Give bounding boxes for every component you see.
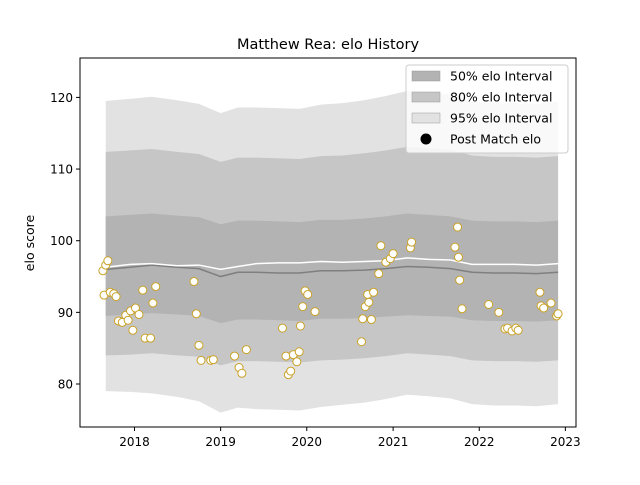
chart-title: Matthew Rea: elo History [237, 37, 420, 53]
post-match-elo-point [484, 299, 494, 309]
post-match-elo-point [376, 241, 386, 251]
post-match-elo-point [189, 277, 199, 287]
legend-label: Post Match elo [450, 132, 541, 147]
mean-elo-line [105, 264, 559, 278]
legend-swatch [411, 70, 441, 82]
post-match-elo-point [358, 314, 368, 324]
y-tick-label: 100 [50, 234, 73, 248]
rating-line [105, 257, 559, 271]
plot-area [98, 90, 563, 413]
post-match-elo-point [366, 315, 376, 325]
legend-swatch [411, 91, 441, 103]
post-match-elo-point [134, 310, 144, 320]
post-match-elo-point [294, 347, 304, 357]
x-tick-label: 2023 [550, 435, 581, 449]
post-match-elo-point [146, 333, 156, 343]
y-tick-label: 110 [50, 163, 73, 177]
post-match-elo-point [208, 355, 218, 365]
post-match-elo-point [111, 292, 121, 302]
post-match-elo-point [123, 315, 133, 325]
post-match-elo-point [364, 297, 374, 307]
post-match-elo-point [303, 289, 313, 299]
post-match-elo-point [138, 285, 148, 295]
post-match-elo-point [295, 321, 305, 331]
x-tick-label: 2022 [464, 435, 495, 449]
post-match-elo-point [191, 309, 201, 319]
x-axis: 2018 2019 2020 2021 2022 2023 [119, 427, 581, 449]
post-match-elo-point [277, 323, 287, 333]
post-match-elo-point [194, 340, 204, 350]
post-match-elo-point [535, 287, 545, 297]
post-match-elo-point [369, 287, 379, 297]
post-match-elo-point [103, 256, 113, 266]
post-match-elo-point [298, 302, 308, 312]
post-match-elo-point [388, 249, 398, 259]
post-match-elo-point [539, 303, 549, 313]
band-50-area [105, 213, 559, 324]
post-match-elo-point [196, 355, 206, 365]
y-tick-label: 90 [58, 306, 73, 320]
post-match-elo-point [241, 345, 251, 355]
post-match-elo-point [553, 309, 563, 319]
post-match-elo-point [286, 366, 296, 376]
post-match-elo-point [230, 351, 240, 361]
post-match-elo-point [128, 325, 138, 335]
axes-frame [79, 57, 577, 428]
post-match-elo-point [494, 307, 504, 317]
post-match-elo-point [457, 304, 467, 314]
post-match-elo-point [292, 357, 302, 367]
post-match-elo-point [450, 242, 460, 252]
post-match-elo-point [148, 298, 158, 308]
legend-label: 80% elo Interval [450, 90, 552, 105]
post-match-elo-point [407, 237, 417, 247]
post-match-elo-point [151, 282, 161, 292]
legend-marker [420, 133, 432, 145]
legend: 50% elo Interval 80% elo Interval 95% elo … [405, 64, 569, 154]
y-axis-label: elo score [22, 215, 37, 272]
y-axis: 80 90 100 110 120 [50, 91, 80, 392]
post-match-elo-point [455, 275, 465, 285]
y-tick-label: 80 [58, 378, 73, 392]
post-match-elo-point [513, 325, 523, 335]
x-tick-label: 2018 [119, 435, 150, 449]
post-match-elo-point [237, 368, 247, 378]
post-match-elo-point [374, 269, 384, 279]
legend-label: 95% elo Interval [450, 111, 552, 126]
legend-label: 50% elo Interval [450, 69, 552, 84]
x-tick-label: 2021 [378, 435, 409, 449]
post-match-elo-point [310, 307, 320, 317]
x-tick-label: 2019 [205, 435, 236, 449]
post-match-elo-point [281, 351, 291, 361]
post-match-elo-point [357, 337, 367, 347]
post-match-elo-point [453, 252, 463, 262]
legend-swatch [411, 112, 441, 124]
post-match-elo-point [546, 298, 556, 308]
y-tick-label: 120 [50, 91, 73, 105]
post-match-elo-point [453, 222, 463, 232]
x-tick-label: 2020 [291, 435, 322, 449]
legend-box [405, 64, 569, 154]
